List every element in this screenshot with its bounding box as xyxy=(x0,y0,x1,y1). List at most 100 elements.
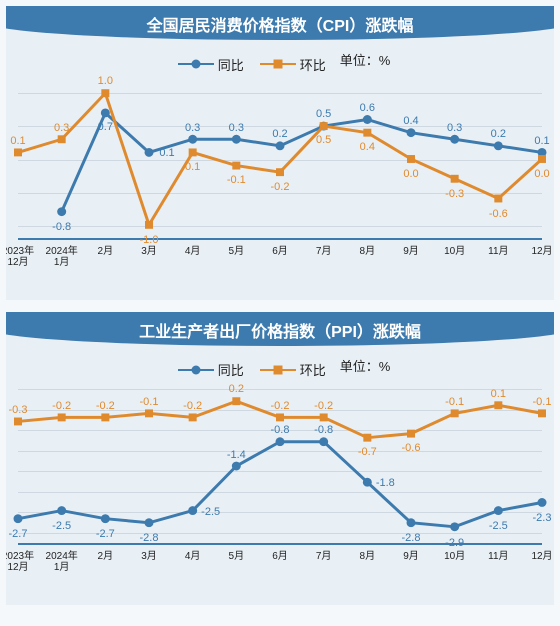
value-label: -0.3 xyxy=(445,188,464,200)
x-label: 8月 xyxy=(360,246,376,257)
x-label: 6月 xyxy=(272,551,288,562)
value-label: 0.2 xyxy=(272,128,287,140)
data-marker xyxy=(188,134,197,143)
data-marker xyxy=(58,413,66,421)
value-label: -0.1 xyxy=(140,396,159,408)
x-label: 4月 xyxy=(185,551,201,562)
value-label: 0.0 xyxy=(403,168,418,180)
legend-label: 同比 xyxy=(218,55,244,74)
x-axis: 2023年 12月2024年 1月2月3月4月5月6月7月8月9月10月11月1… xyxy=(18,240,542,288)
x-label: 4月 xyxy=(185,246,201,257)
value-label: 0.5 xyxy=(316,134,331,146)
data-marker xyxy=(14,148,22,156)
x-label: 11月 xyxy=(488,246,508,257)
legend-item-mom: 环比 xyxy=(260,55,326,74)
x-label: 2月 xyxy=(98,551,114,562)
value-label: 0.0 xyxy=(534,168,549,180)
x-label: 9月 xyxy=(403,551,419,562)
value-label: -0.2 xyxy=(96,400,115,412)
x-label: 12月 xyxy=(531,246,552,257)
data-marker xyxy=(494,194,502,202)
data-marker xyxy=(276,437,285,446)
data-marker xyxy=(407,128,416,137)
data-marker xyxy=(451,174,459,182)
data-marker xyxy=(232,462,241,471)
value-label: -0.6 xyxy=(402,442,421,454)
x-label: 10月 xyxy=(444,551,465,562)
value-label: 0.3 xyxy=(447,122,462,134)
legend-item-mom: 环比 xyxy=(260,360,326,379)
value-label: -0.8 xyxy=(271,424,290,436)
value-label: 0.2 xyxy=(229,383,244,395)
value-label: -0.1 xyxy=(227,174,246,186)
data-marker xyxy=(145,220,153,228)
value-label: 0.3 xyxy=(54,122,69,134)
ppi-chart-panel: 工业生产者出厂价格指数（PPI）涨跌幅同比环比单位：%-2.7-2.5-2.7-… xyxy=(6,312,554,606)
chart-title: 工业生产者出厂价格指数（PPI）涨跌幅 xyxy=(6,312,554,346)
data-marker xyxy=(14,418,22,426)
x-label: 8月 xyxy=(360,551,376,562)
data-marker xyxy=(145,518,154,527)
value-label: -2.7 xyxy=(9,528,28,540)
data-marker xyxy=(363,434,371,442)
value-label: -2.7 xyxy=(96,528,115,540)
legend-label: 环比 xyxy=(300,55,326,74)
x-label: 5月 xyxy=(229,551,245,562)
data-marker xyxy=(101,108,110,117)
data-marker xyxy=(320,413,328,421)
x-label: 3月 xyxy=(141,246,157,257)
value-label: -0.2 xyxy=(183,400,202,412)
value-label: -2.8 xyxy=(402,532,421,544)
data-marker xyxy=(189,148,197,156)
data-marker xyxy=(101,413,109,421)
x-label: 2024年 1月 xyxy=(46,551,78,573)
data-marker xyxy=(407,518,416,527)
legend-unit: 单位：% xyxy=(340,359,391,374)
value-label: 0.3 xyxy=(185,122,200,134)
x-label: 9月 xyxy=(403,246,419,257)
value-label: 0.1 xyxy=(534,135,549,147)
legend-item-yoy: 同比 xyxy=(178,360,244,379)
x-label: 2023年 12月 xyxy=(6,246,34,268)
value-label: -0.2 xyxy=(271,181,290,193)
data-marker xyxy=(101,89,109,97)
yoy-line xyxy=(62,112,542,211)
value-label: -0.2 xyxy=(314,400,333,412)
data-marker xyxy=(101,514,110,523)
data-marker xyxy=(450,134,459,143)
value-label: -0.8 xyxy=(314,424,333,436)
data-marker xyxy=(451,409,459,417)
data-marker xyxy=(538,155,546,163)
value-label: 0.3 xyxy=(229,122,244,134)
data-marker xyxy=(145,409,153,417)
value-label: -1.8 xyxy=(376,477,395,489)
value-label: 0.1 xyxy=(185,161,200,173)
value-label: -2.8 xyxy=(140,532,159,544)
value-label: 0.6 xyxy=(360,102,375,114)
x-label: 7月 xyxy=(316,246,332,257)
value-label: 0.5 xyxy=(316,108,331,120)
x-label: 10月 xyxy=(444,246,465,257)
legend-label: 环比 xyxy=(300,360,326,379)
mom-line xyxy=(18,93,542,225)
value-label: -0.1 xyxy=(445,396,464,408)
data-marker xyxy=(189,413,197,421)
data-marker xyxy=(320,122,328,130)
legend: 同比 环比单位：% xyxy=(6,346,554,386)
data-marker xyxy=(494,506,503,515)
x-label: 2023年 12月 xyxy=(6,551,34,573)
data-marker xyxy=(494,401,502,409)
data-marker xyxy=(407,155,415,163)
value-label: -0.3 xyxy=(9,404,28,416)
value-label: 0.1 xyxy=(10,135,25,147)
data-marker xyxy=(450,522,459,531)
data-marker xyxy=(145,147,154,156)
value-label: 1.0 xyxy=(98,75,113,87)
data-marker xyxy=(538,498,547,507)
data-marker xyxy=(276,141,285,150)
yoy-line xyxy=(18,442,542,527)
data-marker xyxy=(57,506,66,515)
value-label: 0.7 xyxy=(98,121,113,133)
data-marker xyxy=(319,437,328,446)
value-label: -0.2 xyxy=(52,400,71,412)
